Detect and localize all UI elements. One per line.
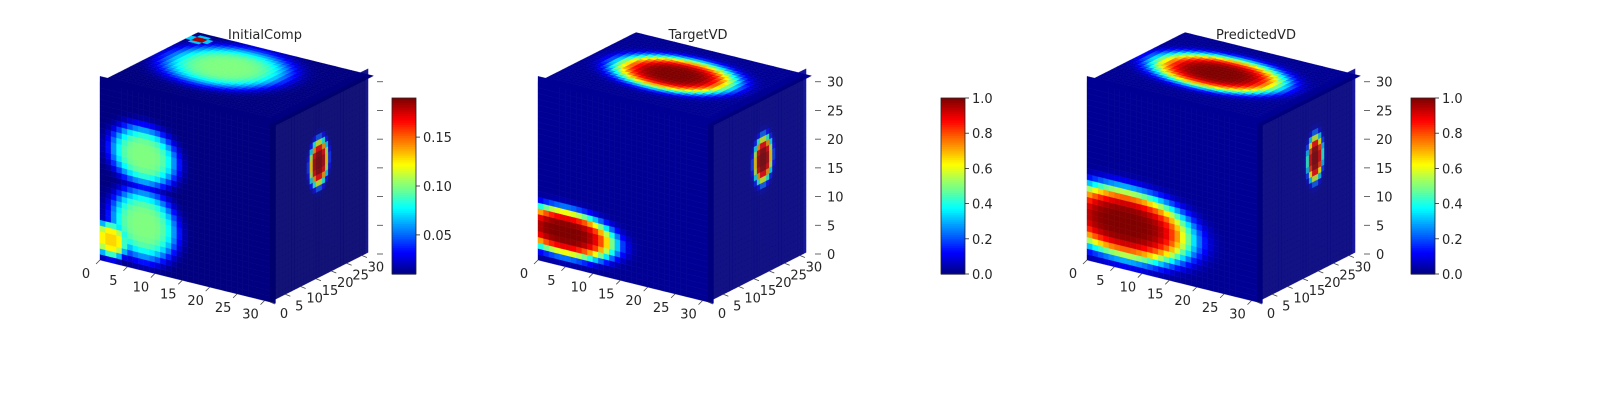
subplot-1: 0 5 10 15 20 25 30 051015202530InitialComp0.050… <box>82 28 452 323</box>
y-tick-mark <box>331 270 337 274</box>
y-tick-label: 0 <box>280 307 288 322</box>
x-tick-label: 20 <box>187 294 204 309</box>
x-tick-mark <box>123 266 128 272</box>
y-tick-label: 15 <box>322 284 339 299</box>
y-tick-mark <box>315 278 322 282</box>
y-tick-mark <box>361 255 368 258</box>
x-tick-mark <box>205 286 210 292</box>
colorbar-tick-label: 0.05 <box>423 229 452 244</box>
colorbar: 0.05 0.10 0.15 <box>391 97 452 275</box>
y-tick-label: 20 <box>337 276 354 291</box>
y-tick-label: 10 <box>306 292 323 307</box>
front-face <box>99 76 276 304</box>
x-tick-label: 15 <box>160 287 177 302</box>
y-tick-mark <box>346 262 352 266</box>
colorbar-segment <box>392 98 416 101</box>
x-tick-mark <box>150 273 156 278</box>
x-tick-mark <box>95 259 101 265</box>
subplot-2: 0 5 10 15 20 25 30 051015202530051015202530Targ… <box>520 28 993 323</box>
y-tick-label: 30 <box>368 261 385 276</box>
x-tick-label: 25 <box>215 301 232 316</box>
colorbar-tick-label: 0.10 <box>423 180 452 195</box>
x-tick-label: 0 <box>82 267 90 282</box>
y-tick-label: 5 <box>295 299 303 314</box>
x-tick-mark <box>260 300 265 305</box>
x-tick-label: 30 <box>242 308 259 323</box>
x-tick-label: 10 <box>133 281 150 296</box>
colorbar-tick-label: 0.15 <box>423 131 452 146</box>
y-tick-mark <box>300 286 306 289</box>
y-tick-label: 25 <box>352 268 369 283</box>
x-tick-mark <box>232 293 238 299</box>
y-tick-mark <box>285 293 291 297</box>
x-tick-label: 5 <box>109 274 117 289</box>
x-tick-mark <box>177 280 183 285</box>
subplot-title: InitialComp <box>228 28 302 43</box>
